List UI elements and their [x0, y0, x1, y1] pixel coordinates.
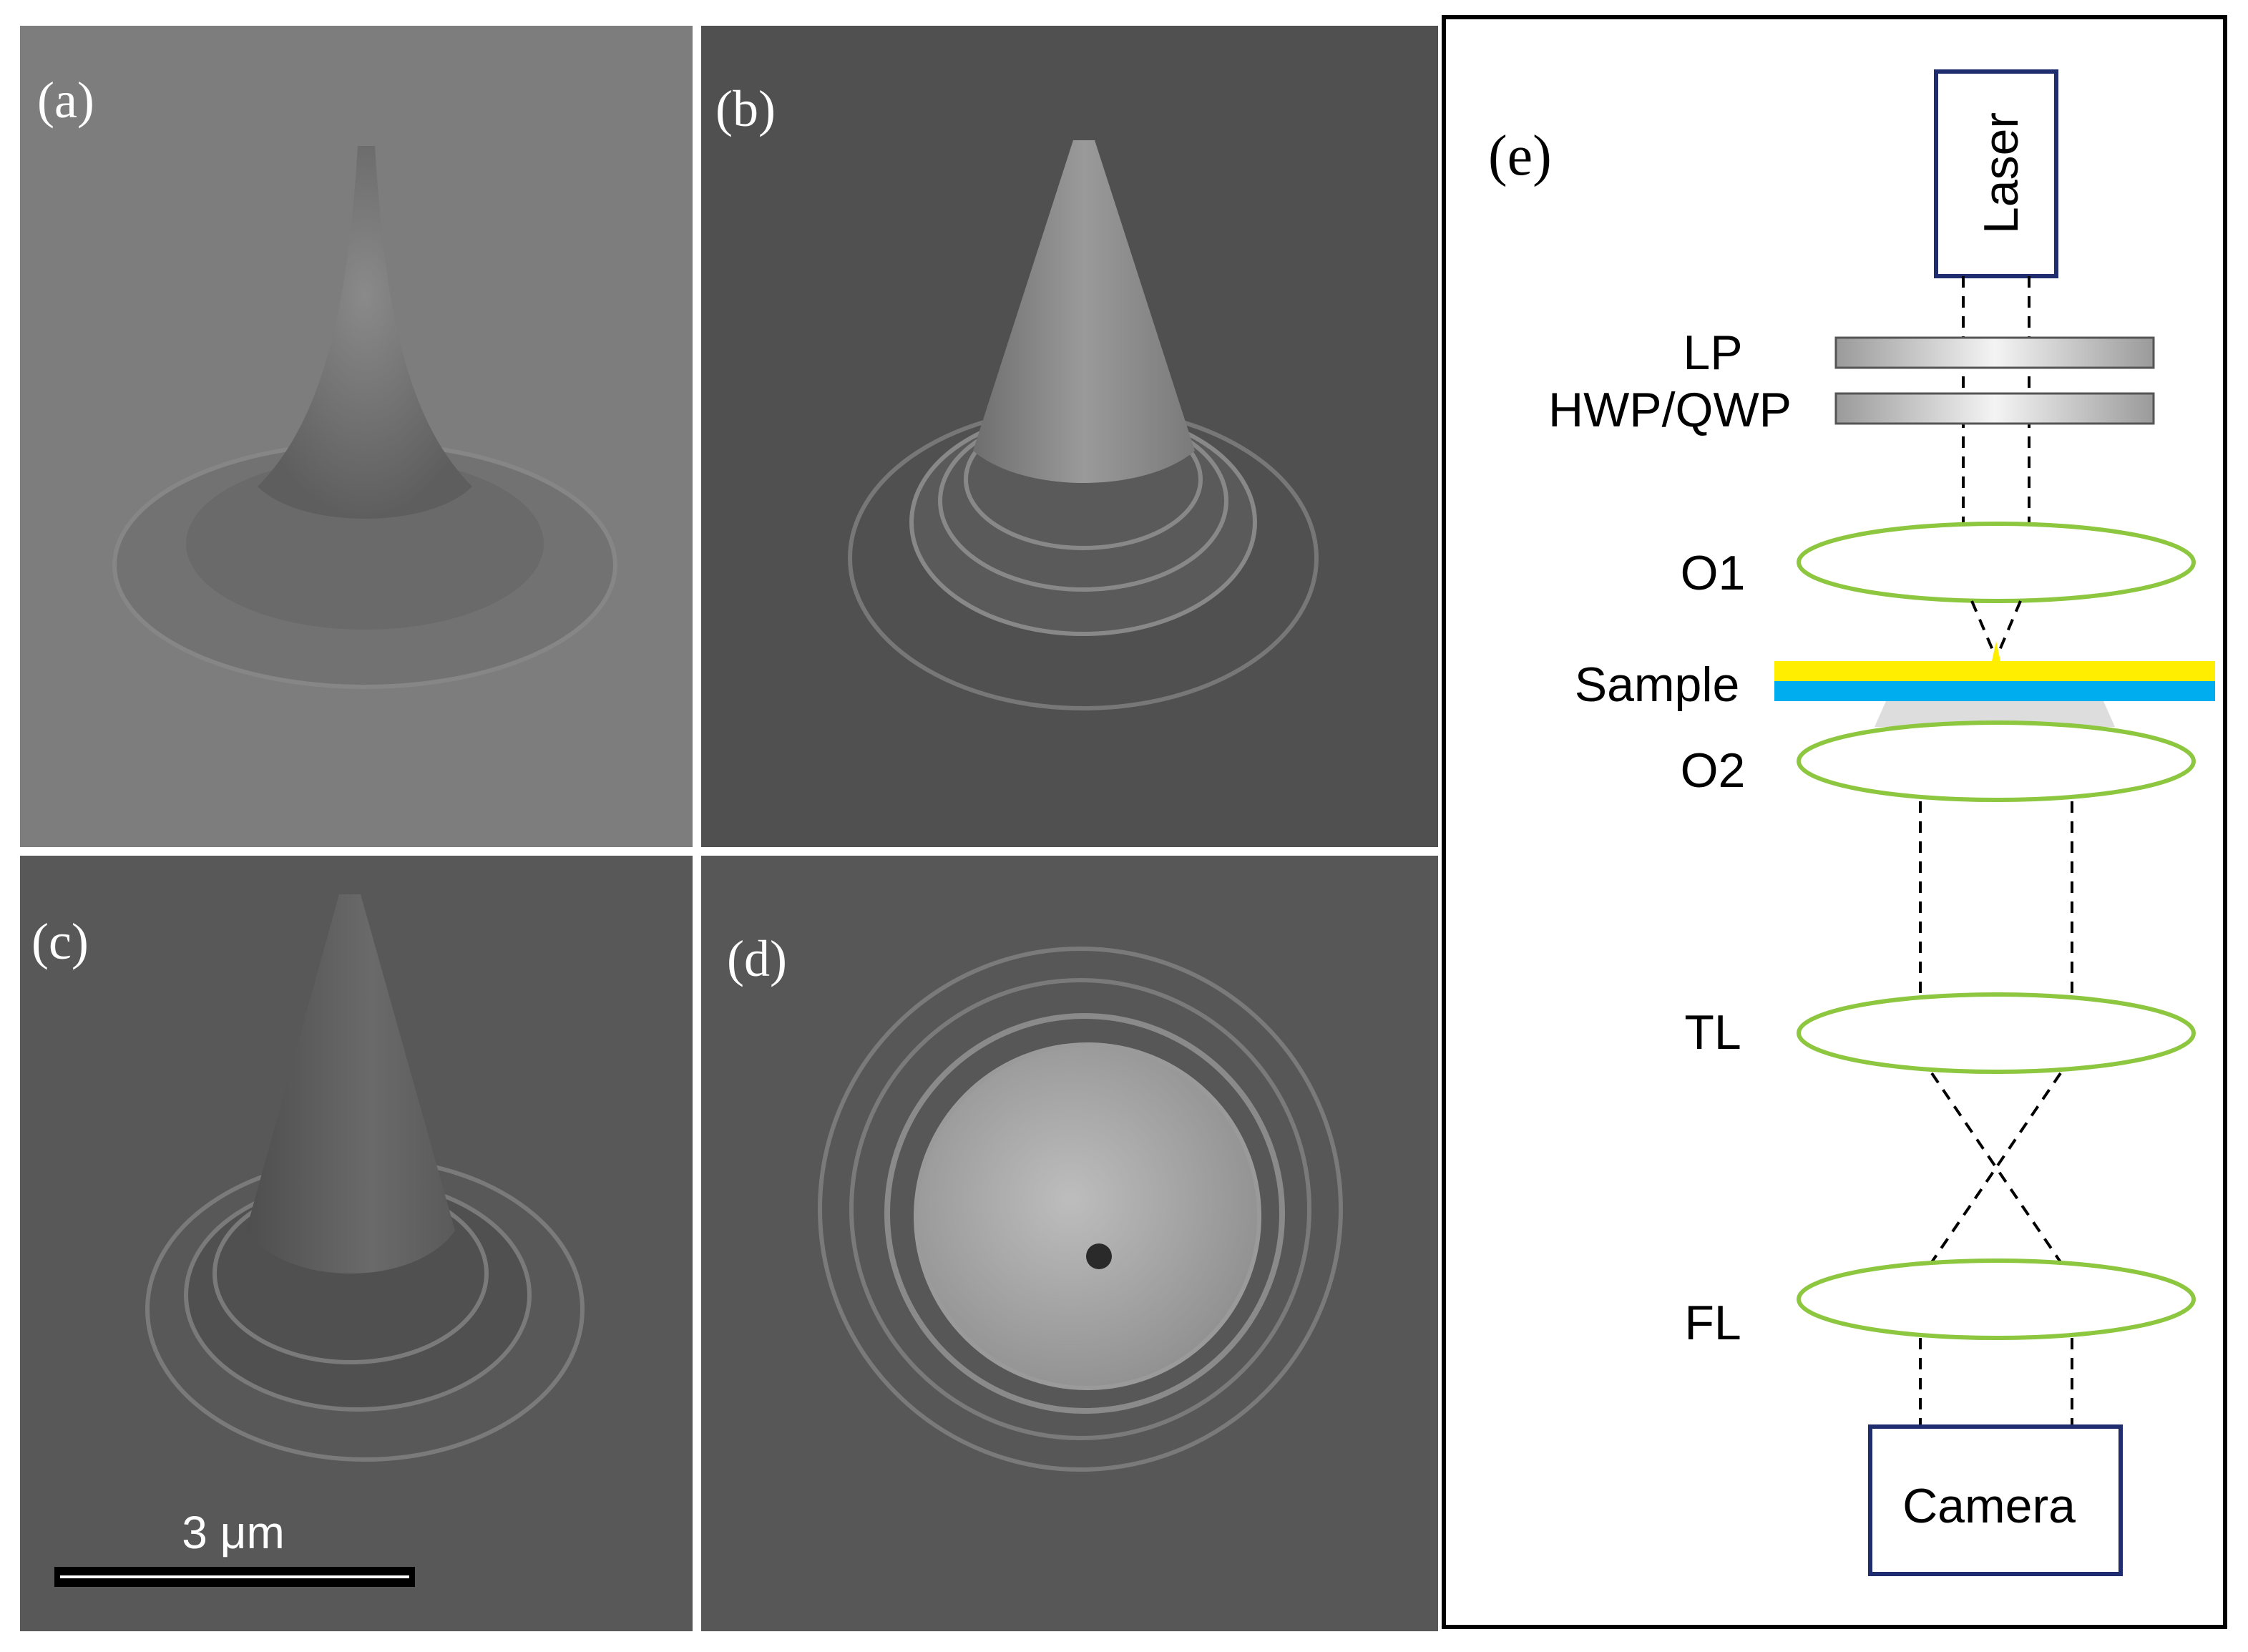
lens	[1797, 992, 2196, 1074]
lens	[1797, 720, 2196, 802]
lens	[1797, 1258, 2196, 1340]
tl-label: TL	[1684, 1005, 1741, 1060]
panel-label: (d)	[727, 930, 787, 987]
o2-label: O2	[1681, 743, 1746, 798]
camera-label: Camera	[1902, 1479, 2076, 1533]
panel-label: (a)	[37, 72, 94, 129]
camera-box	[1868, 1424, 2123, 1576]
panel-label: (c)	[31, 913, 89, 970]
sem-panel-b: (b)	[701, 26, 1438, 847]
sem-panel-c: (c) 3 μm	[20, 856, 693, 1631]
scale-bar-label: 3 μm	[182, 1507, 285, 1558]
polarizer	[1834, 336, 2155, 369]
laser-label: Laser	[1974, 112, 2028, 234]
sem-panel-a: (a)	[20, 26, 693, 847]
lens	[1797, 522, 2196, 603]
o1-label: O1	[1681, 546, 1746, 600]
waveplate-label: HWP/QWP	[1548, 383, 1792, 437]
fl-label: FL	[1684, 1296, 1741, 1350]
laser-box	[1934, 69, 2058, 278]
lp-label: LP	[1683, 326, 1742, 380]
sample-label: Sample	[1575, 658, 1740, 712]
waveplate	[1834, 392, 2155, 425]
setup-diagram: (e) Laser LP HWP/QWP O1 Sample O2 TL FL …	[1442, 15, 2227, 1629]
substrate-layer	[1774, 681, 2215, 701]
sem-panel-d: (d)	[701, 856, 1438, 1631]
panel-label: (b)	[715, 80, 776, 137]
panel-label: (e)	[1488, 124, 1552, 187]
sample-layer	[1774, 661, 2215, 681]
